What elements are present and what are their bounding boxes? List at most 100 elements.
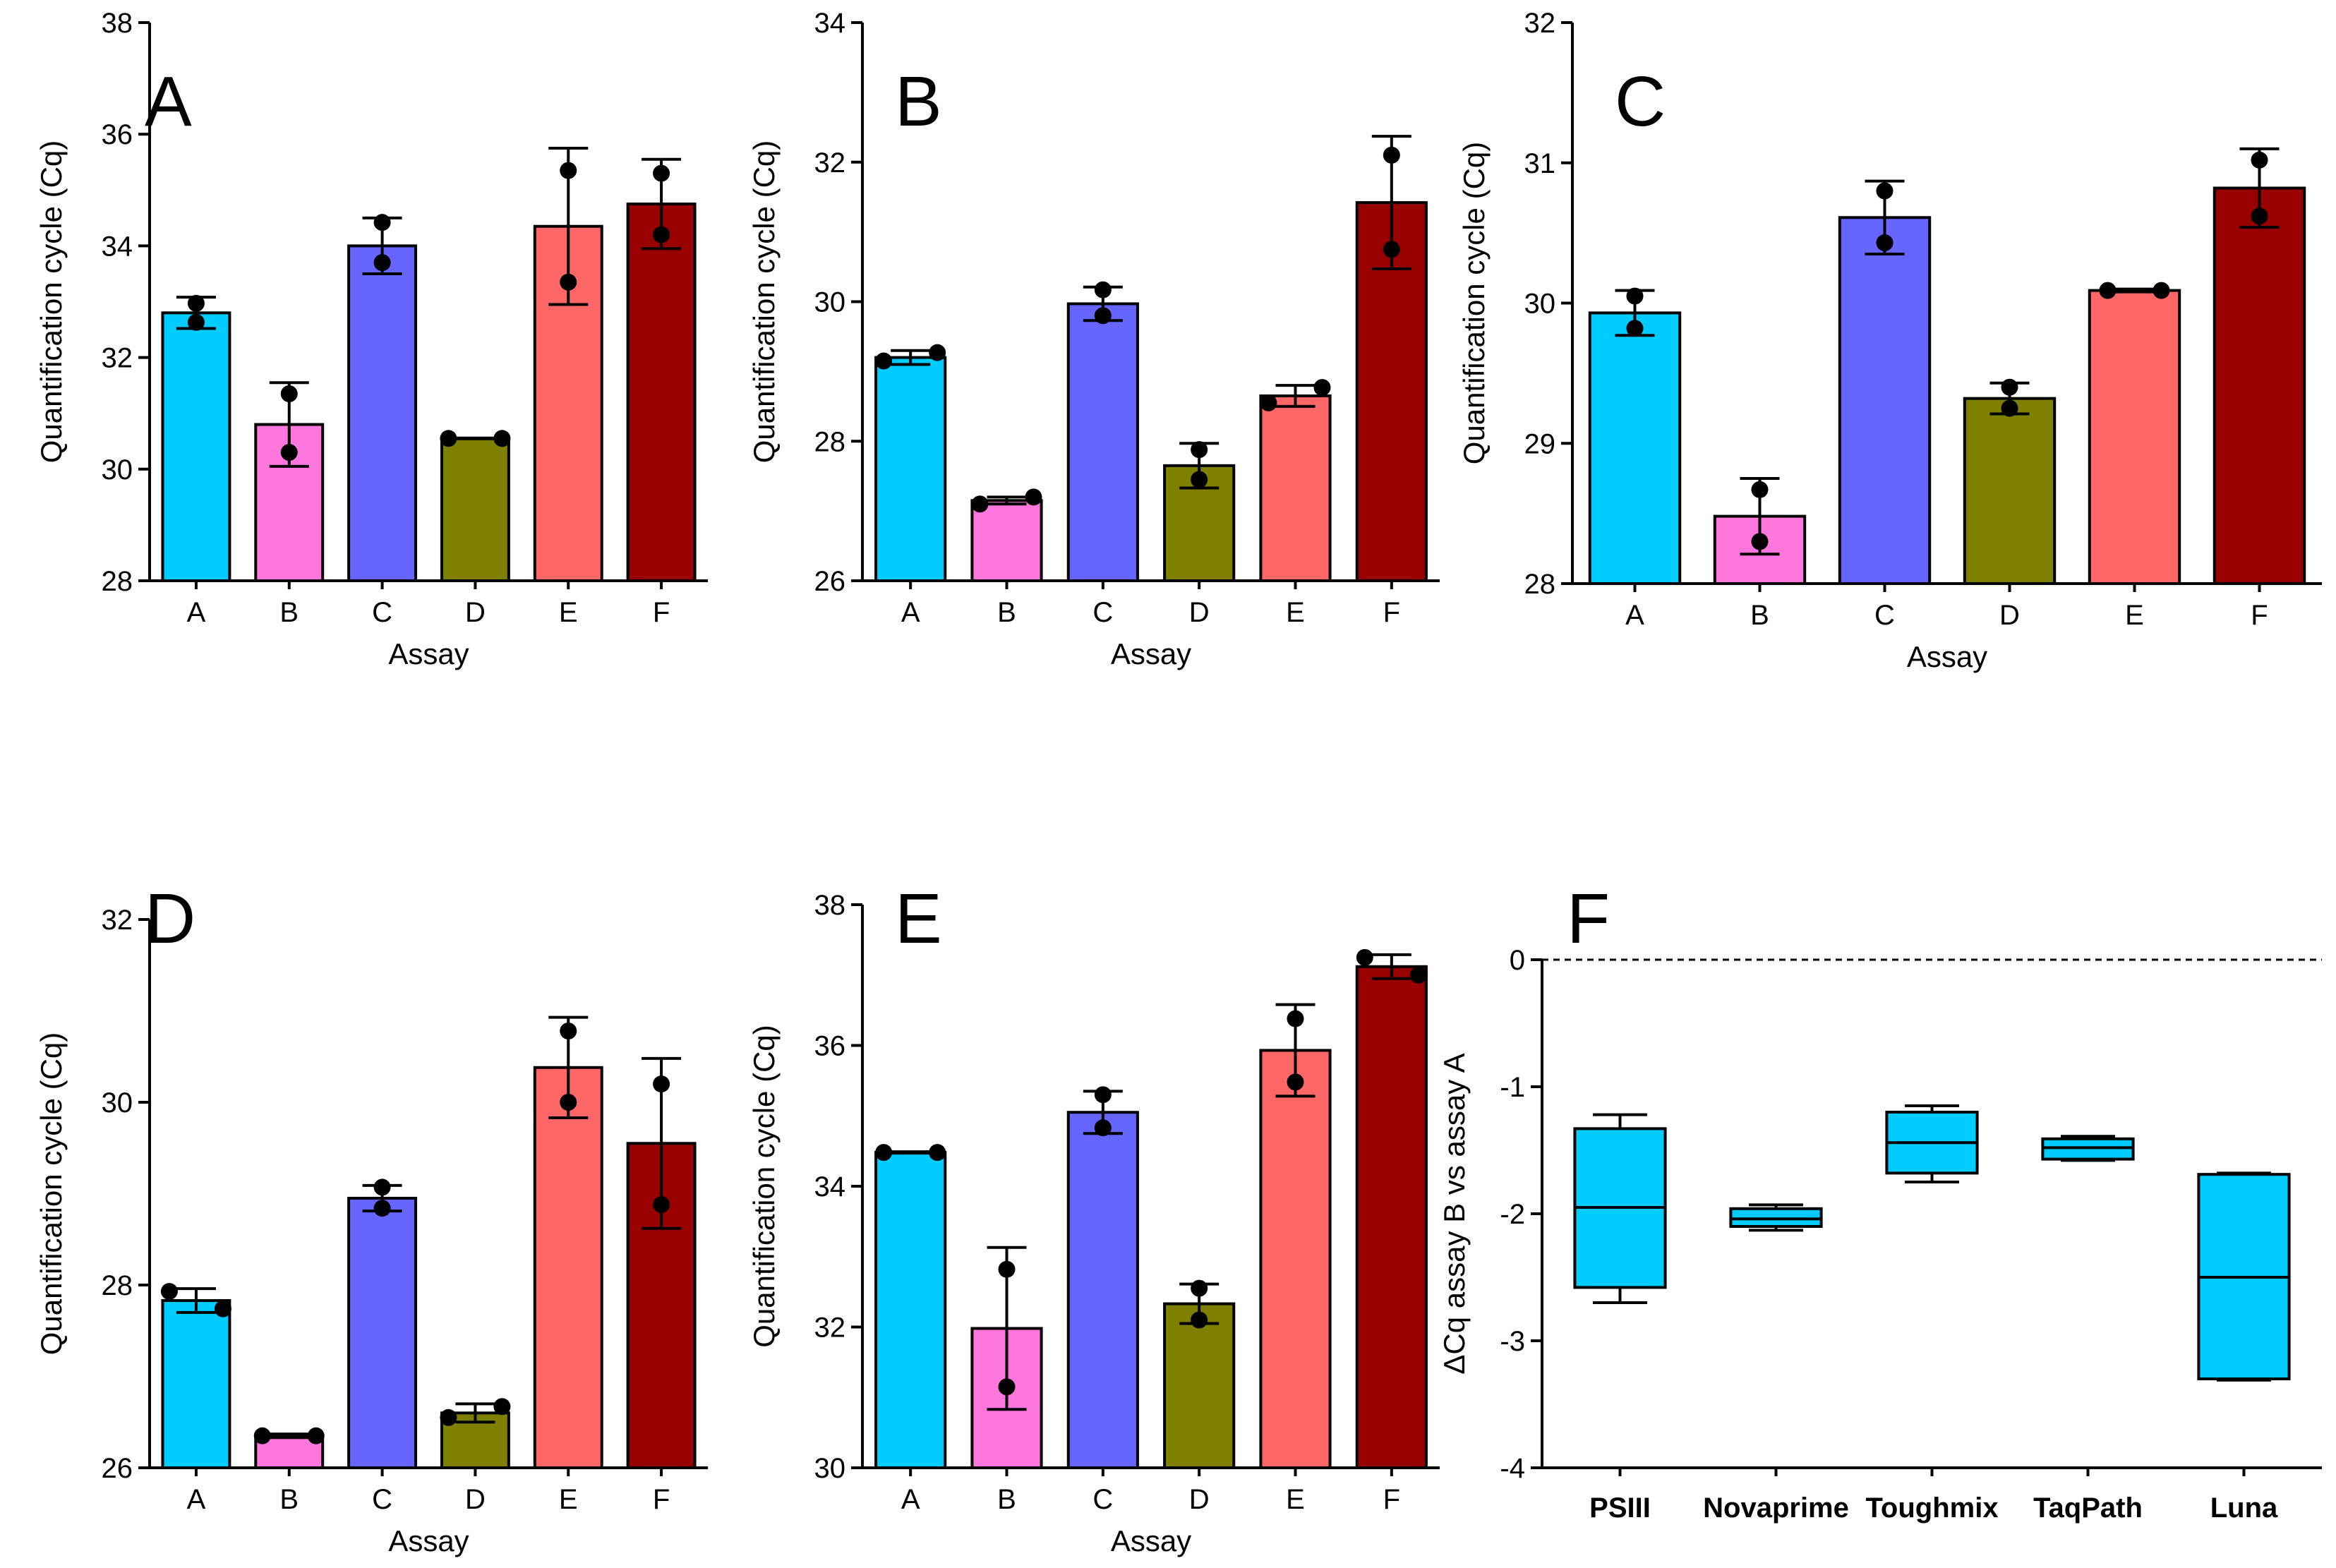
x-tick-label: C: [372, 1484, 392, 1515]
x-tick-label: F: [653, 1484, 670, 1515]
data-point-C: [1094, 307, 1112, 325]
y-tick-label: 32: [814, 1313, 846, 1344]
data-point-B: [307, 1427, 325, 1445]
y-axis-label: Quantification cycle (Cq): [35, 1032, 68, 1356]
x-tick-label: A: [901, 1484, 920, 1515]
y-tick-label: 32: [814, 147, 846, 179]
data-point-F: [2251, 207, 2268, 225]
x-tick-label: Luna: [2210, 1492, 2278, 1524]
panel-letter: F: [1567, 879, 1610, 958]
data-point-C: [1876, 234, 1894, 252]
panel-e-chart: E A B C D E F Assay 30 32 34 36 38 Quantification cyc…: [747, 879, 1440, 1557]
x-tick-label: Toughmix: [1865, 1492, 1998, 1524]
y-tick-label: 38: [814, 890, 846, 921]
x-tick-label: B: [997, 1484, 1016, 1515]
data-point-A: [929, 344, 946, 361]
y-axis-label: Quantification cycle (Cq): [1457, 142, 1491, 465]
data-point-C: [373, 214, 391, 231]
data-point-E: [2153, 282, 2170, 299]
x-tick-label: A: [1625, 600, 1644, 631]
panel-a-chart: A A B C D E F Assay 28 30 32 34 36 38 Quantification c…: [35, 8, 708, 670]
y-tick-label: 32: [102, 905, 133, 936]
bar-D: [1163, 1302, 1236, 1470]
bar-E: [1259, 1049, 1332, 1470]
data-point-E: [1287, 1010, 1304, 1027]
x-tick-label: PSIII: [1589, 1492, 1651, 1524]
y-tick-label: 30: [814, 287, 846, 318]
data-point-C: [373, 254, 391, 272]
bar-C: [1838, 216, 1932, 585]
y-tick-label: 30: [1524, 289, 1556, 320]
x-axis-label: Assay: [1907, 640, 1987, 673]
panel-d-chart: D A B C D E F Assay 26 28 30 32 Quantification cycle…: [35, 879, 708, 1557]
data-point-A: [214, 1300, 231, 1317]
bar-D: [1963, 397, 2057, 586]
data-point-A: [875, 352, 893, 370]
data-point-A: [1626, 287, 1644, 305]
data-point-C: [1876, 182, 1894, 200]
y-tick-label: 30: [814, 1453, 846, 1484]
x-tick-label: D: [1189, 597, 1210, 628]
data-point-C: [373, 1200, 391, 1217]
data-point-E: [2099, 282, 2117, 299]
y-tick-label: 30: [102, 454, 133, 486]
x-axis-label: Assay: [1111, 1524, 1191, 1557]
data-point-D: [2001, 399, 2018, 417]
x-tick-label: A: [187, 1484, 206, 1515]
x-tick-label: E: [559, 597, 578, 628]
data-point-F: [1383, 241, 1400, 258]
x-tick-label: E: [2125, 600, 2144, 631]
data-point-E: [560, 1022, 577, 1039]
panel-letter: A: [145, 62, 192, 141]
y-tick-label: 38: [102, 8, 133, 39]
x-tick-label: B: [1750, 600, 1769, 631]
panel-c-chart: C A B C D E F Assay 28 29 30 31 32 Quantification cyc…: [1457, 8, 2322, 673]
x-tick-label: TaqPath: [2033, 1492, 2143, 1524]
bar-C: [347, 244, 418, 582]
x-tick-label: C: [1092, 597, 1113, 628]
x-tick-label: F: [2251, 600, 2268, 631]
y-tick-label: 34: [814, 1171, 846, 1202]
data-point-E: [1287, 1073, 1304, 1091]
panel-letter: C: [1615, 62, 1666, 141]
y-tick-label: 36: [814, 1031, 846, 1062]
panel-b-chart: B A B C D E F Assay 26 28 30 32 34 Quantification cyc…: [747, 8, 1440, 670]
panel-letter: E: [895, 879, 942, 958]
bar-D: [440, 437, 510, 582]
y-tick-label: 26: [102, 1453, 133, 1484]
x-tick-label: Novaprime: [1703, 1492, 1849, 1524]
data-point-F: [653, 1075, 670, 1093]
data-point-D: [440, 1409, 457, 1426]
x-tick-label: E: [1286, 1484, 1305, 1515]
x-tick-label: E: [559, 1484, 578, 1515]
data-point-F: [1383, 146, 1400, 164]
data-point-D: [1191, 1279, 1208, 1297]
bar-A: [874, 1151, 947, 1469]
data-point-F: [1409, 966, 1427, 984]
y-tick-label: 0: [1510, 945, 1525, 976]
data-point-E: [560, 273, 577, 291]
x-tick-label: D: [1999, 600, 2020, 631]
data-point-B: [280, 444, 298, 462]
bar-F: [1355, 965, 1428, 1469]
x-tick-label: D: [465, 1484, 486, 1515]
data-point-C: [1094, 281, 1112, 298]
y-axis-label: Quantification cycle (Cq): [35, 140, 68, 464]
data-point-B: [1751, 533, 1769, 550]
y-tick-label: -4: [1500, 1453, 1525, 1484]
data-point-A: [160, 1283, 178, 1301]
data-point-D: [1191, 1311, 1208, 1329]
data-point-A: [187, 294, 205, 312]
x-axis-label: Assay: [388, 637, 469, 670]
data-point-C: [373, 1178, 391, 1196]
x-tick-label: C: [1874, 600, 1895, 631]
data-point-B: [280, 385, 298, 403]
y-axis-label: ΔCq assay B vs assay A: [1438, 1053, 1471, 1374]
data-point-F: [653, 226, 670, 243]
data-point-D: [2001, 378, 2018, 396]
data-point-A: [929, 1144, 946, 1162]
panel-f-boxplot: F PSIII Novaprime Toughmix TaqPath Luna -4 -3 -2…: [1438, 879, 2322, 1524]
x-tick-label: A: [901, 597, 920, 628]
y-tick-label: 36: [102, 119, 133, 150]
x-tick-label: F: [1383, 1484, 1400, 1515]
